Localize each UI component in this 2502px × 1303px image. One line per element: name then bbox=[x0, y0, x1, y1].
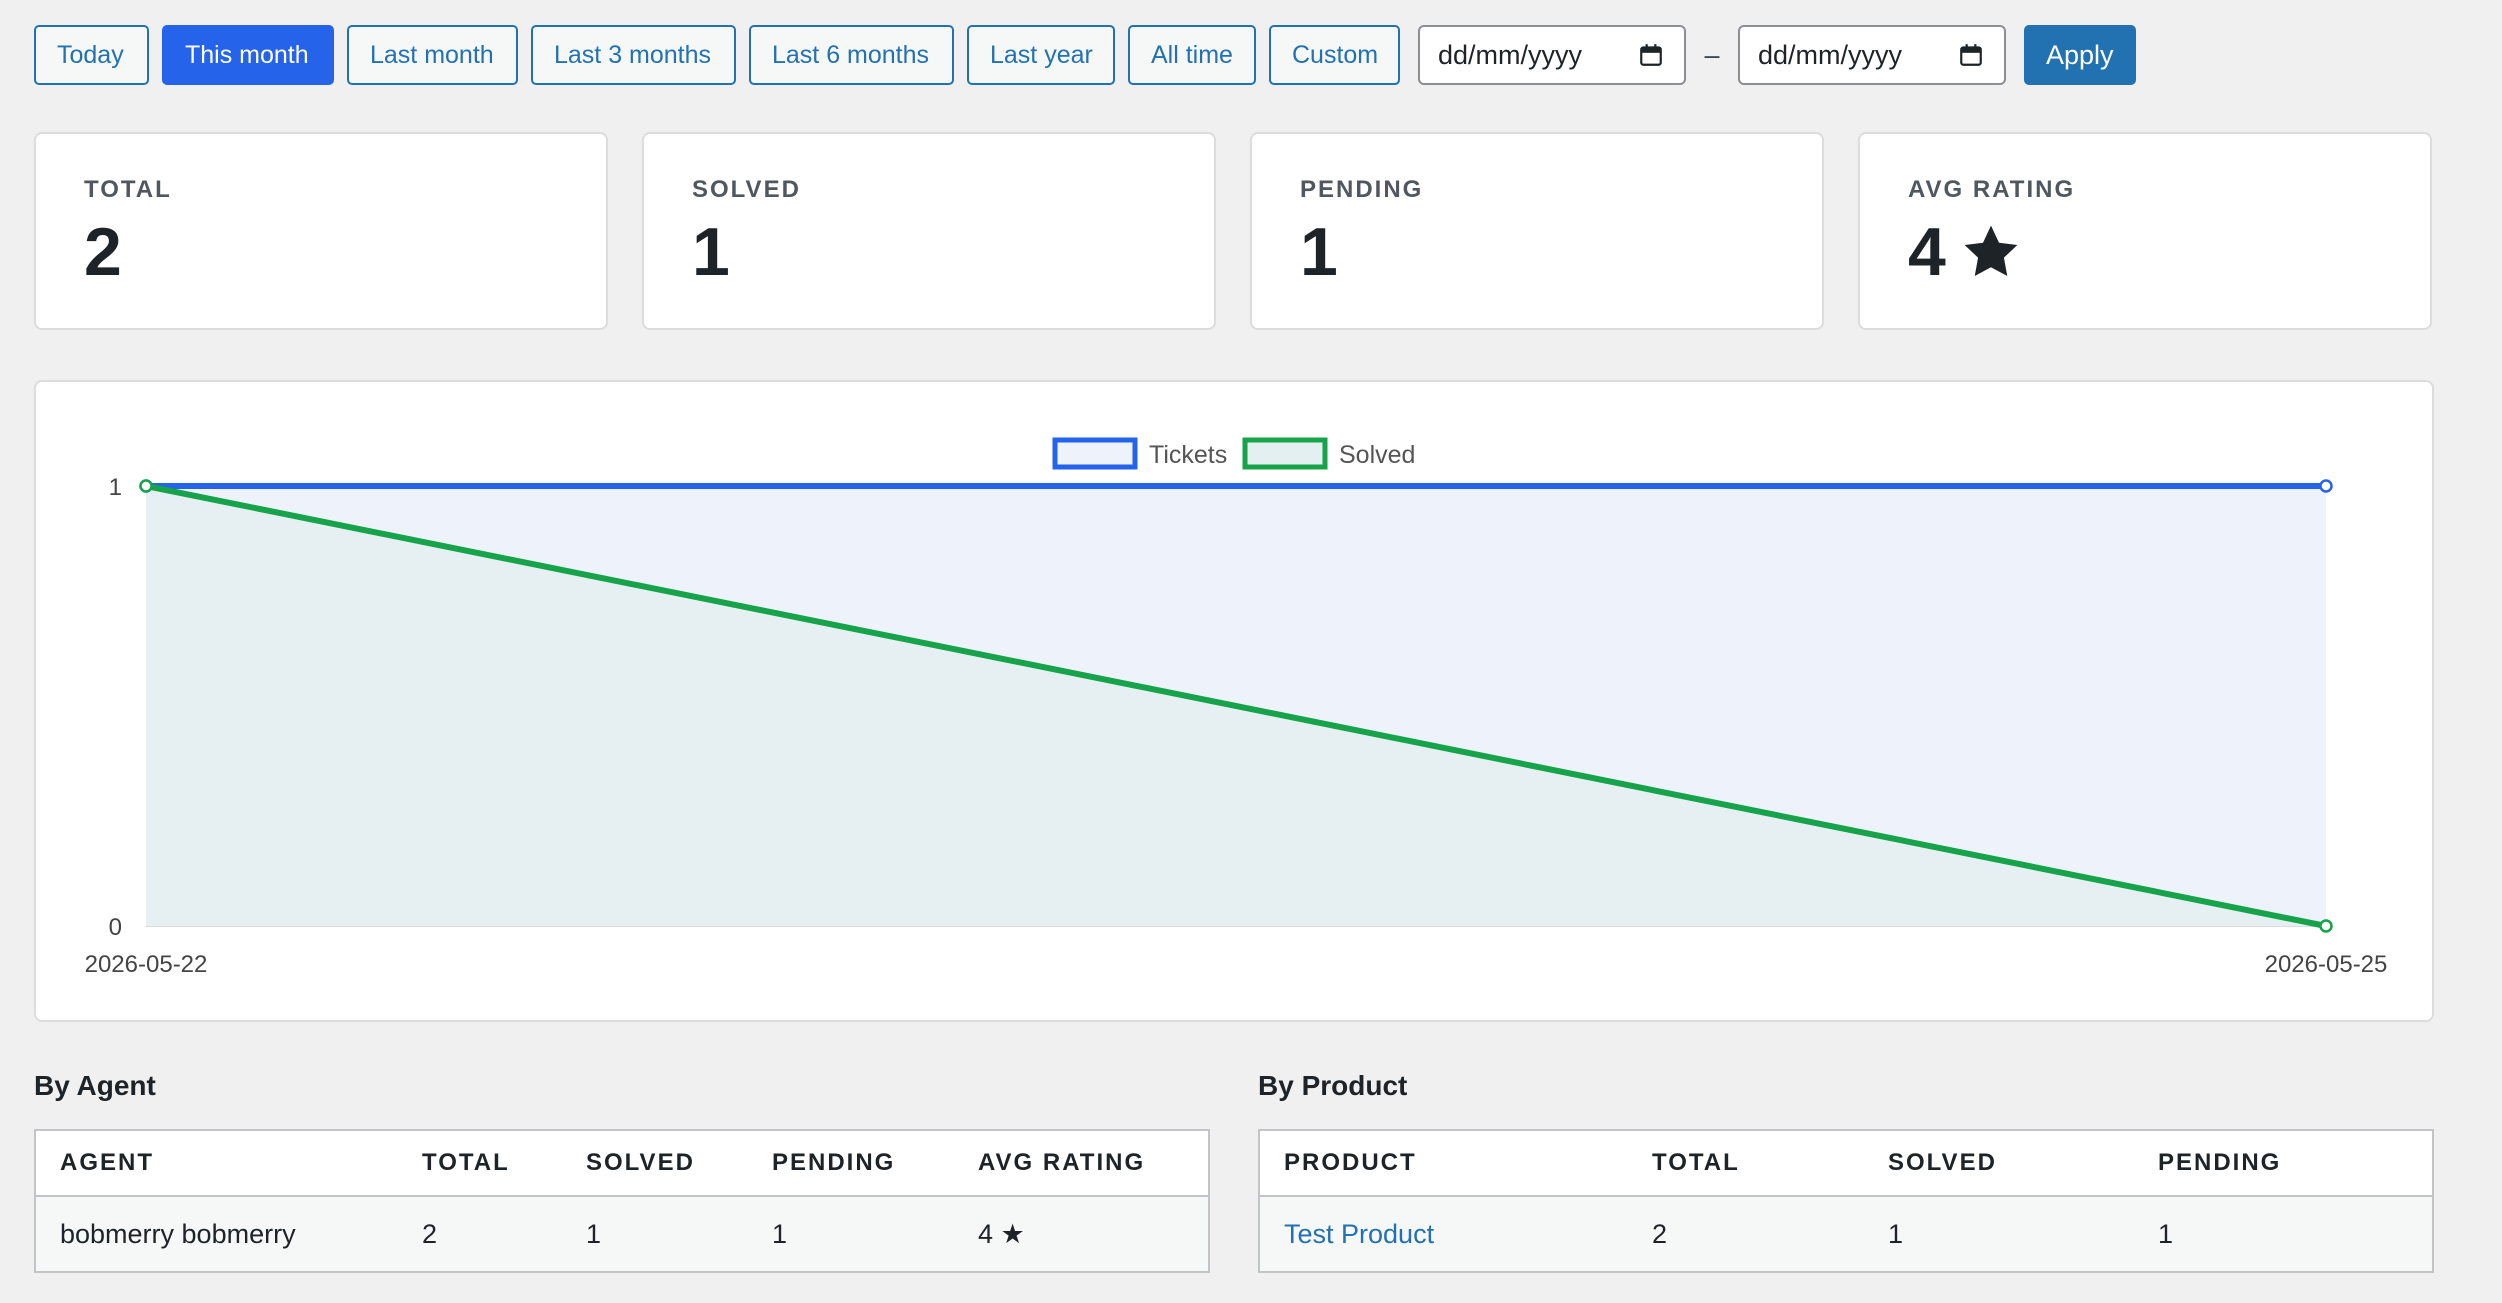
apply-button[interactable]: Apply bbox=[2024, 25, 2136, 85]
y-tick-label: 1 bbox=[109, 474, 122, 501]
filter-last-month-button[interactable]: Last month bbox=[347, 25, 518, 85]
stat-label: AVG RATING bbox=[1908, 176, 2076, 203]
legend-swatch-solved bbox=[1242, 437, 1328, 470]
filter-custom-button[interactable]: Custom bbox=[1269, 25, 1400, 85]
data-point bbox=[139, 479, 153, 493]
stat-label: TOTAL bbox=[84, 176, 172, 203]
column-header-solved: SOLVED bbox=[1864, 1130, 2134, 1197]
tickets-chart-card: 0 1 2026-05-22 2026-05-25 Tickets Solved bbox=[34, 380, 2434, 1022]
calendar-icon[interactable] bbox=[1958, 42, 1984, 68]
stat-value: 1 bbox=[1300, 214, 1338, 290]
column-header-product: PRODUCT bbox=[1259, 1130, 1628, 1197]
total-cell: 2 bbox=[1628, 1196, 1864, 1272]
data-point bbox=[2319, 479, 2333, 493]
column-header-total: TOTAL bbox=[398, 1130, 562, 1197]
stat-label: PENDING bbox=[1300, 176, 1424, 203]
solved-cell: 1 bbox=[562, 1196, 748, 1272]
product-link[interactable]: Test Product bbox=[1284, 1218, 1435, 1249]
column-header-agent: AGENT bbox=[35, 1130, 398, 1197]
filter-last-year-button[interactable]: Last year bbox=[967, 25, 1115, 85]
star-icon bbox=[1964, 225, 2018, 277]
filter-today-button[interactable]: Today bbox=[34, 25, 149, 85]
legend-swatch-tickets bbox=[1052, 437, 1138, 470]
date-from-placeholder: dd/mm/yyyy bbox=[1438, 39, 1583, 70]
table-header-row: AGENT TOTAL SOLVED PENDING AVG RATING bbox=[35, 1130, 1209, 1197]
column-header-total: TOTAL bbox=[1628, 1130, 1864, 1197]
date-to-placeholder: dd/mm/yyyy bbox=[1758, 39, 1903, 70]
pending-cell: 1 bbox=[2134, 1196, 2433, 1272]
series-line-solved bbox=[145, 483, 2327, 929]
stat-label: SOLVED bbox=[692, 176, 801, 203]
y-tick-label: 0 bbox=[109, 914, 122, 941]
table-row: Test Product 2 1 1 bbox=[1259, 1196, 2433, 1272]
by-agent-title: By Agent bbox=[34, 1070, 156, 1101]
stat-value: 1 bbox=[692, 214, 730, 290]
date-to-input[interactable]: dd/mm/yyyy bbox=[1738, 25, 2006, 85]
pending-cell: 1 bbox=[748, 1196, 954, 1272]
data-point bbox=[2319, 919, 2333, 933]
stat-card-solved: SOLVED 1 bbox=[642, 132, 1216, 330]
table-header-row: PRODUCT TOTAL SOLVED PENDING bbox=[1259, 1130, 2433, 1197]
stat-card-total: TOTAL 2 bbox=[34, 132, 608, 330]
filter-all-time-button[interactable]: All time bbox=[1128, 25, 1256, 85]
stat-card-avg-rating: AVG RATING 4 bbox=[1858, 132, 2432, 330]
date-from-input[interactable]: dd/mm/yyyy bbox=[1418, 25, 1686, 85]
column-header-solved: SOLVED bbox=[562, 1130, 748, 1197]
product-name-cell: Test Product bbox=[1259, 1196, 1628, 1272]
table-row: bobmerry bobmerry 2 1 1 4 ★ bbox=[35, 1196, 1209, 1272]
calendar-icon[interactable] bbox=[1638, 42, 1664, 68]
stat-value: 4 bbox=[1908, 218, 2430, 286]
stat-value: 2 bbox=[84, 214, 122, 290]
filter-last-6-months-button[interactable]: Last 6 months bbox=[749, 25, 954, 85]
tickets-chart: 0 1 2026-05-22 2026-05-25 Tickets Solved bbox=[85, 437, 2388, 978]
avg-rating-cell: 4 ★ bbox=[954, 1196, 1209, 1272]
date-range-separator: – bbox=[1704, 39, 1720, 70]
date-filter-toolbar: Today This month Last month Last 3 month… bbox=[34, 24, 2136, 86]
legend-label-solved: Solved bbox=[1339, 441, 1415, 469]
stat-card-pending: PENDING 1 bbox=[1250, 132, 1824, 330]
x-tick-label: 2026-05-25 bbox=[2265, 951, 2388, 978]
legend-label-tickets: Tickets bbox=[1149, 441, 1227, 469]
agent-name-cell: bobmerry bobmerry bbox=[35, 1196, 398, 1272]
filter-last-3-months-button[interactable]: Last 3 months bbox=[531, 25, 736, 85]
column-header-pending: PENDING bbox=[748, 1130, 954, 1197]
by-product-table: PRODUCT TOTAL SOLVED PENDING Test Produc… bbox=[1258, 1129, 2434, 1273]
solved-cell: 1 bbox=[1864, 1196, 2134, 1272]
total-cell: 2 bbox=[398, 1196, 562, 1272]
column-header-pending: PENDING bbox=[2134, 1130, 2433, 1197]
filter-this-month-button[interactable]: This month bbox=[162, 25, 334, 85]
x-tick-label: 2026-05-22 bbox=[85, 951, 208, 978]
by-agent-table: AGENT TOTAL SOLVED PENDING AVG RATING bo… bbox=[34, 1129, 1210, 1273]
by-product-title: By Product bbox=[1258, 1070, 1408, 1101]
column-header-avg-rating: AVG RATING bbox=[954, 1130, 1209, 1197]
